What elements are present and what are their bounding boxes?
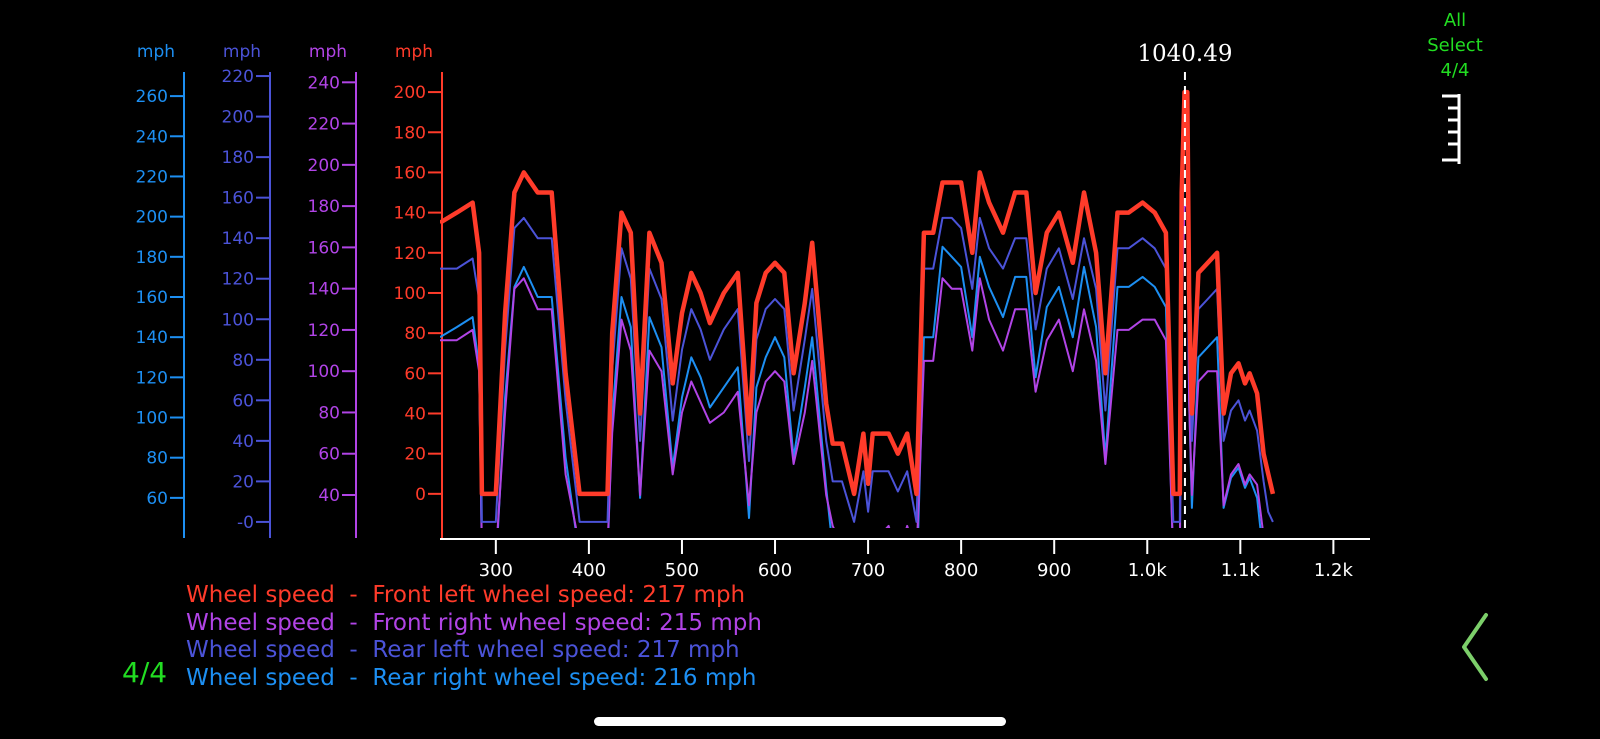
- x-tick-label: 700: [851, 560, 885, 581]
- legend: Wheel speed - Front left wheel speed: 21…: [186, 582, 762, 692]
- y-tick-label-rr: 140: [136, 328, 168, 348]
- y-tick-label-fl: 140: [394, 204, 426, 224]
- y-tick-label-fr: 160: [308, 238, 340, 258]
- y-tick-label-rr: 240: [136, 127, 168, 147]
- y-tick-label-rr: 160: [136, 288, 168, 308]
- y-tick-label-fr: 140: [308, 280, 340, 300]
- select-all-label: All: [1443, 10, 1467, 31]
- x-tick-label: 500: [665, 560, 699, 581]
- legend-prefix: Wheel speed: [186, 582, 335, 608]
- y-axes: mph6080100120140160180200220240260mph-02…: [136, 42, 443, 538]
- y-tick-label-rl: 200: [222, 108, 254, 128]
- x-tick-label: 400: [572, 560, 606, 581]
- series-line-fr: [440, 205, 1264, 528]
- y-tick-label-fr: 80: [318, 403, 340, 423]
- y-tick-label-fl: 160: [394, 163, 426, 183]
- chevron-left-icon[interactable]: [1460, 612, 1492, 682]
- legend-separator: -: [334, 582, 373, 608]
- x-tick-label: 900: [1037, 560, 1071, 581]
- legend-separator: -: [334, 609, 373, 636]
- x-tick-label: 800: [944, 560, 978, 581]
- legend-separator: -: [334, 664, 373, 691]
- y-tick-label-rr: 100: [136, 409, 168, 429]
- y-tick-label-fr: 120: [308, 321, 340, 341]
- select-all-toggle[interactable]: All Select 4/4: [1410, 8, 1500, 83]
- legend-label: Front right wheel speed: 215 mph: [372, 609, 762, 636]
- legend-prefix: Wheel speed: [186, 609, 335, 636]
- y-tick-label-fl: 200: [394, 83, 426, 103]
- legend-label: Front left wheel speed: 217 mph: [372, 582, 746, 608]
- x-tick-label: 1.0k: [1128, 560, 1168, 581]
- y-axis-rr: mph 60 80 100 120 140 160 180 200 220 240 260: [136, 42, 185, 538]
- cursor-layer[interactable]: 1040.49: [1137, 41, 1233, 528]
- y-tick-label-fr: 60: [318, 445, 340, 465]
- y-tick-label-rr: 80: [146, 449, 168, 469]
- x-tick-label: 600: [758, 560, 792, 581]
- y-tick-label-rl: 180: [222, 148, 254, 168]
- y-axis-fl: mph 0 20 40 60 80 100 120 140 160 180 200: [394, 42, 443, 538]
- series-layer: [440, 89, 1276, 528]
- y-tick-label-rl: 60: [232, 391, 254, 411]
- y-tick-label-rl: 160: [222, 189, 254, 209]
- y-tick-label-rr: 220: [136, 167, 168, 187]
- y-tick-label-rl: 20: [232, 472, 254, 492]
- cursor-label: 1040.49: [1137, 41, 1232, 67]
- y-tick-label-rl: 40: [232, 432, 254, 452]
- y-tick-label-rr: 200: [136, 208, 168, 228]
- home-indicator[interactable]: [594, 717, 1006, 726]
- legend-prefix: Wheel speed: [186, 664, 335, 691]
- y-tick-label-fl: 0: [415, 485, 426, 505]
- legend-separator: -: [334, 637, 373, 663]
- y-tick-label-fr: 200: [308, 156, 340, 176]
- y-tick-label-fr: 40: [318, 486, 340, 506]
- y-axis-unit-fl: mph: [395, 42, 433, 62]
- legend-prefix: Wheel speed: [186, 637, 335, 663]
- y-tick-label-rl: 80: [232, 351, 254, 371]
- y-tick-label-fl: 180: [394, 123, 426, 143]
- y-axis-rl: mph -0 20 40 60 80 100 120 140 160 180 200 220: [222, 42, 271, 538]
- y-tick-label-fl: 20: [404, 445, 426, 465]
- y-axis-unit-rr: mph: [137, 42, 175, 62]
- y-tick-label-rl: 140: [222, 229, 254, 249]
- y-tick-label-rr: 120: [136, 368, 168, 388]
- y-tick-label-fr: 220: [308, 115, 340, 135]
- y-tick-label-rl: 100: [222, 310, 254, 330]
- x-tick-label: 1.1k: [1221, 560, 1261, 581]
- legend-label: Rear right wheel speed: 216 mph: [372, 664, 757, 691]
- y-tick-label-rr: 260: [136, 87, 168, 107]
- x-tick-label: 300: [479, 560, 513, 581]
- legend-item[interactable]: Wheel speed - Rear right wheel speed: 21…: [186, 665, 762, 693]
- x-tick-label: 1.2k: [1314, 560, 1354, 581]
- y-tick-label-fr: 180: [308, 197, 340, 217]
- y-tick-label-fr: 100: [308, 362, 340, 382]
- series-line-fl: [440, 89, 1276, 497]
- y-axis-fr: mph 40 60 80 100 120 140 160 180 200 220 240: [308, 42, 357, 538]
- y-axis-unit-fr: mph: [309, 42, 347, 62]
- y-tick-label-rl: 120: [222, 270, 254, 290]
- y-tick-label-rl: -0: [237, 513, 254, 533]
- y-tick-label-rr: 180: [136, 248, 168, 268]
- legend-item[interactable]: Wheel speed - Rear left wheel speed: 217…: [186, 637, 762, 665]
- y-tick-label-fr: 240: [308, 73, 340, 93]
- y-tick-label-rl: 220: [222, 67, 254, 87]
- y-tick-label-fl: 60: [404, 364, 426, 384]
- y-tick-label-fl: 40: [404, 404, 426, 424]
- legend-item[interactable]: Wheel speed - Front left wheel speed: 21…: [186, 582, 762, 610]
- selected-count: 4/4: [1440, 60, 1470, 81]
- select-label: Select: [1427, 35, 1483, 56]
- y-tick-label-fl: 100: [394, 284, 426, 304]
- y-axis-unit-rl: mph: [223, 42, 261, 62]
- y-tick-label-fl: 80: [404, 324, 426, 344]
- y-tick-label-rr: 60: [146, 489, 168, 509]
- legend-label: Rear left wheel speed: 217 mph: [372, 637, 740, 663]
- page-counter: 4/4: [122, 656, 168, 689]
- ruler-icon[interactable]: [1440, 92, 1464, 166]
- y-tick-label-fl: 120: [394, 244, 426, 264]
- x-axis: 300 400 500 600 700 800 900 1.0k 1.1k 1.2k: [440, 538, 1370, 581]
- legend-item[interactable]: Wheel speed - Front right wheel speed: 2…: [186, 610, 762, 638]
